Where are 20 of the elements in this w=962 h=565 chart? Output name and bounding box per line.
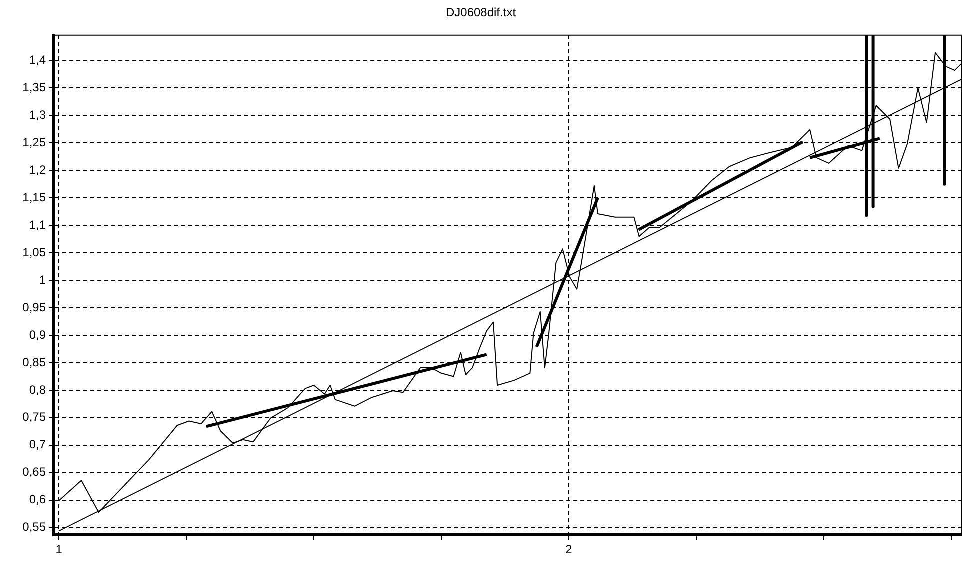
y-tick-label: 0,9 [29,328,46,342]
x-tick-label: 2 [566,542,573,557]
y-tick-label: 1,3 [29,108,46,122]
y-tick-label: 0,6 [29,492,46,507]
y-tick-label: 0,55 [22,520,46,534]
y-tick-label: 1,1 [29,218,46,232]
y-tick-label: 0,85 [22,355,46,370]
y-tick-label: 1,15 [22,190,46,204]
y-tick-label: 0,65 [22,465,46,480]
y-tick-label: 1,4 [29,52,46,67]
chart-title: DJ0608dif.txt [446,6,517,20]
y-tick-label: 0,8 [29,382,46,397]
y-tick-label: 1,2 [29,162,46,177]
y-tick-label: 1,05 [22,245,46,260]
y-tick-label: 1,35 [22,80,46,94]
y-tick-label: 1 [39,272,46,287]
y-tick-label: 1,25 [22,135,46,150]
y-tick-label: 0,75 [22,410,46,424]
y-tick-label: 0,95 [22,300,46,314]
y-tick-label: 0,7 [29,438,46,452]
